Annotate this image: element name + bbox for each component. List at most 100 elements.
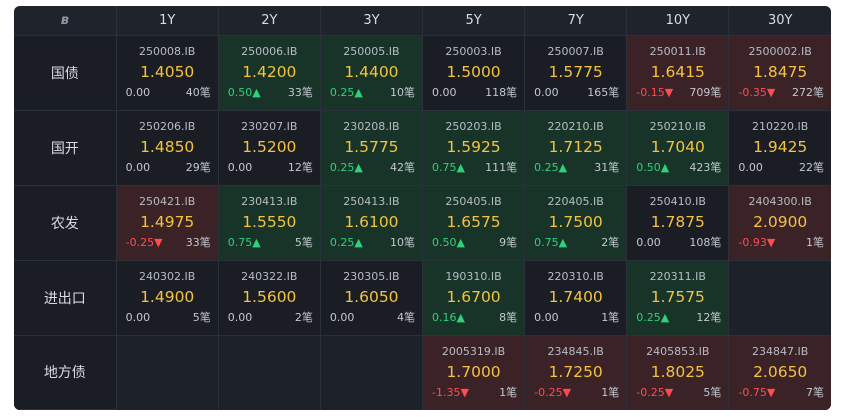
bond-quote-cell[interactable]: 220311.IB 1.7575 0.25▲ 12笔 (626, 259, 730, 336)
bond-quote-cell[interactable]: 210220.IB 1.9425 0.00 22笔 (728, 109, 831, 186)
bond-code: 230305.IB (343, 270, 400, 284)
issuer-row: 国开 250206.IB 1.4850 0.00 29笔 230207.IB 1.5200 0… (14, 109, 831, 186)
quote-meta: 0.50▲ 9笔 (423, 234, 524, 251)
bond-quote-cell[interactable]: 250206.IB 1.4850 0.00 29笔 (115, 109, 219, 186)
bond-yield: 1.8025 (650, 363, 705, 382)
bond-code: 220405.IB (547, 195, 604, 209)
bond-quote-cell[interactable]: 2500002.IB 1.8475 -0.35▼ 272笔 (728, 35, 831, 111)
quote-meta: -1.35▼ 1笔 (423, 384, 524, 401)
tenor-header[interactable]: 1Y (115, 6, 219, 36)
bond-code: 2405853.IB (646, 345, 710, 359)
trade-count: 272笔 (792, 86, 824, 100)
bond-code: 234845.IB (547, 345, 604, 359)
bond-quote-cell[interactable]: 250007.IB 1.5775 0.00 165笔 (524, 35, 628, 111)
yield-change: 0.00 (125, 161, 151, 175)
quote-meta: 0.00 1笔 (525, 309, 626, 326)
quote-meta: 0.00 22笔 (729, 159, 831, 176)
bond-quote-cell[interactable]: 2404300.IB 2.0900 -0.93▼ 1笔 (728, 184, 831, 261)
bond-quote-cell[interactable]: 230208.IB 1.5775 0.25▲ 42笔 (319, 109, 424, 186)
trade-count: 10笔 (390, 236, 415, 250)
bond-quote-cell[interactable]: 240302.IB 1.4900 0.00 5笔 (115, 259, 219, 336)
yield-change: -0.35▼ (738, 86, 776, 100)
bond-yield: 1.5925 (446, 138, 501, 157)
bond-code: 240302.IB (139, 270, 196, 284)
header-row: ʙ 1Y 2Y 3Y 5Y 7Y 10Y 30Y (14, 6, 831, 36)
bond-code: 250007.IB (547, 45, 604, 59)
yield-change: 0.50▲ (432, 236, 465, 250)
bond-quote-cell[interactable]: 234847.IB 2.0650 -0.75▼ 7笔 (728, 334, 831, 410)
bond-yield: 1.6100 (344, 213, 399, 232)
yield-change: 0.25▲ (636, 311, 670, 325)
issuer-row: 农发 250421.IB 1.4975 -0.25▼ 33笔 230413.IB 1.555… (14, 184, 831, 261)
quote-meta: 0.00 2笔 (219, 309, 320, 326)
yield-change: 0.16▲ (432, 311, 465, 325)
bond-quote-cell[interactable]: 250210.IB 1.7040 0.50▲ 423笔 (626, 109, 730, 186)
bond-quote-cell[interactable]: 250006.IB 1.4200 0.50▲ 33笔 (217, 35, 321, 111)
bond-yield: 1.7400 (548, 288, 603, 307)
bond-yield: 1.6415 (650, 63, 705, 82)
trade-count: 10笔 (390, 86, 415, 100)
bond-yield: 1.6050 (344, 288, 399, 307)
quote-meta: -0.25▼ 5笔 (627, 384, 728, 401)
tenor-header[interactable]: 5Y (421, 6, 526, 36)
bond-quote-cell[interactable]: 220210.IB 1.7125 0.25▲ 31笔 (524, 109, 628, 186)
bond-yield: 1.8475 (753, 63, 808, 82)
bond-quote-cell[interactable]: 250003.IB 1.5000 0.00 118笔 (421, 35, 526, 111)
bond-quote-cell[interactable]: 250421.IB 1.4975 -0.25▼ 33笔 (115, 184, 219, 261)
bond-quote-cell[interactable]: 234845.IB 1.7250 -0.25▼ 1笔 (524, 334, 628, 410)
trade-count: 12笔 (696, 311, 722, 325)
bond-code: 2005319.IB (441, 345, 506, 359)
bond-yield: 2.0900 (753, 213, 808, 232)
tenor-header[interactable]: 7Y (524, 6, 628, 36)
tenor-header[interactable]: 2Y (217, 6, 321, 36)
bond-code: 240322.IB (241, 270, 298, 284)
yield-change: -0.75▼ (738, 386, 776, 400)
bond-quote-cell[interactable]: 230207.IB 1.5200 0.00 12笔 (217, 109, 321, 186)
bond-yield: 1.4200 (242, 63, 297, 82)
bond-code: 2404300.IB (748, 195, 812, 209)
tenor-header[interactable]: 3Y (319, 6, 424, 36)
bond-quote-cell[interactable]: 250413.IB 1.6100 0.25▲ 10笔 (319, 184, 424, 261)
bond-code: 234847.IB (752, 345, 809, 359)
bond-quote-cell[interactable]: 230413.IB 1.5550 0.75▲ 5笔 (217, 184, 321, 261)
bond-quote-cell[interactable]: 250405.IB 1.6575 0.50▲ 9笔 (421, 184, 526, 261)
bond-quote-cell[interactable]: 250008.IB 1.4050 0.00 40笔 (115, 35, 219, 111)
quote-meta: 0.25▲ 12笔 (627, 309, 728, 326)
yield-change: 0.00 (738, 161, 763, 175)
bond-quote-cell[interactable]: 190310.IB 1.6700 0.16▲ 8笔 (421, 259, 526, 336)
bond-quote-cell[interactable]: 250410.IB 1.7875 0.00 108笔 (626, 184, 730, 261)
trade-count: 33笔 (287, 86, 313, 100)
trade-count: 40笔 (185, 86, 211, 100)
bond-yield: 2.0650 (753, 363, 808, 382)
bond-quote-cell[interactable]: 250005.IB 1.4400 0.25▲ 10笔 (319, 35, 424, 111)
bond-quote-cell[interactable]: 220405.IB 1.7500 0.75▲ 2笔 (524, 184, 628, 261)
quote-meta: 0.16▲ 8笔 (423, 309, 524, 326)
bond-quote-cell[interactable]: 220310.IB 1.7400 0.00 1笔 (524, 259, 628, 336)
bond-quote-cell[interactable]: 2405853.IB 1.8025 -0.25▼ 5笔 (626, 334, 730, 410)
bond-quote-cell[interactable]: 230305.IB 1.6050 0.00 4笔 (319, 259, 424, 336)
bond-quote-cell[interactable]: 250011.IB 1.6415 -0.15▼ 709笔 (626, 35, 730, 111)
trade-count: 4笔 (397, 311, 415, 325)
trade-count: 1笔 (601, 311, 620, 325)
bond-code: 250210.IB (649, 120, 706, 134)
bond-yield: 1.7040 (650, 138, 705, 157)
trade-count: 1笔 (601, 386, 620, 400)
quote-meta: 0.75▲ 5笔 (219, 234, 320, 251)
tenor-header[interactable]: 30Y (728, 6, 831, 36)
yield-change: -1.35▼ (432, 386, 469, 400)
bond-yield: 1.5200 (242, 138, 297, 157)
bond-quote-cell[interactable]: 240322.IB 1.5600 0.00 2笔 (217, 259, 321, 336)
bond-code: 250003.IB (445, 45, 502, 59)
quote-meta: -0.93▼ 1笔 (729, 234, 831, 251)
yield-change: 0.00 (125, 311, 151, 325)
yield-change: 0.25▲ (329, 161, 363, 175)
yield-change: 0.75▲ (432, 161, 465, 175)
issuer-row: 地方债 2005319.IB 1.7000 -1.35▼ 1笔 234845.IB 1.72… (14, 334, 831, 410)
bond-quote-cell[interactable]: 250203.IB 1.5925 0.75▲ 111笔 (421, 109, 526, 186)
quote-meta: -0.25▼ 1笔 (525, 384, 626, 401)
tenor-header[interactable]: 10Y (626, 6, 730, 36)
yield-change: 0.00 (534, 311, 559, 325)
issuer-label: 国债 (14, 35, 117, 111)
bond-quote-cell[interactable]: 2005319.IB 1.7000 -1.35▼ 1笔 (421, 334, 526, 410)
trade-count: 5笔 (703, 386, 722, 400)
